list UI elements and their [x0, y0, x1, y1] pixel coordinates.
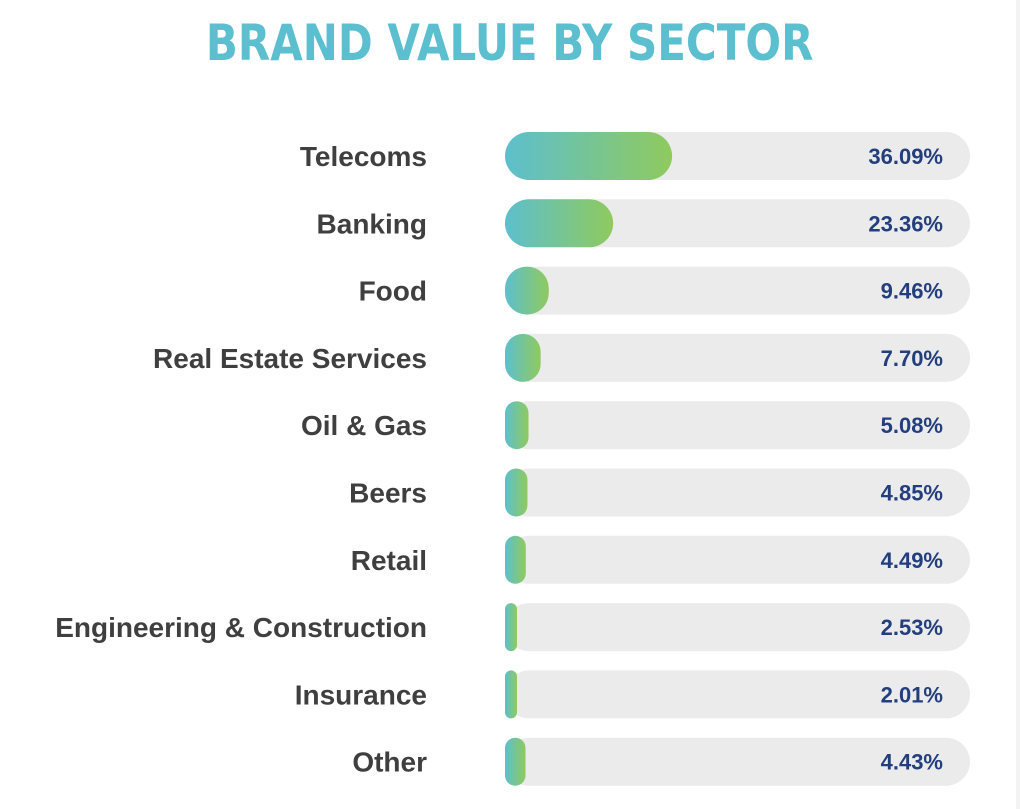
category-label: Beers	[349, 478, 427, 509]
bar	[505, 132, 673, 180]
value-label: 4.85%	[881, 481, 943, 506]
page-edge	[1016, 0, 1020, 809]
category-label: Other	[352, 747, 427, 778]
bar	[505, 333, 541, 382]
bar-track	[505, 535, 970, 584]
bar-row: Other 4.43%	[352, 737, 970, 786]
category-label: Telecoms	[300, 141, 427, 172]
bar-row: Oil & Gas 5.08%	[301, 401, 970, 450]
category-label: Retail	[351, 545, 427, 576]
bar	[505, 468, 528, 517]
bar-row: Banking 23.36%	[317, 199, 970, 248]
bar-row: Retail 4.49%	[351, 535, 970, 584]
value-label: 23.36%	[868, 211, 943, 236]
category-label: Real Estate Services	[153, 343, 427, 374]
bar-row: Food 9.46%	[359, 266, 970, 315]
bar-track	[505, 468, 970, 517]
bar-row: Real Estate Services 7.70%	[153, 333, 970, 382]
value-label: 4.49%	[881, 548, 943, 573]
bar	[505, 199, 614, 248]
bar	[505, 603, 517, 652]
bar	[505, 670, 517, 719]
bar-track	[505, 401, 970, 450]
category-label: Engineering & Construction	[55, 612, 427, 643]
bar-track	[505, 737, 970, 786]
value-label: 2.53%	[881, 615, 943, 640]
bar-row: Engineering & Construction 2.53%	[55, 603, 970, 652]
bar-row: Insurance 2.01%	[295, 670, 970, 719]
category-label: Insurance	[295, 679, 427, 710]
bar	[505, 266, 549, 315]
bar-track	[505, 670, 970, 719]
value-label: 9.46%	[881, 279, 943, 304]
category-label: Oil & Gas	[301, 410, 427, 441]
value-label: 7.70%	[881, 346, 943, 371]
chart-title: BRAND VALUE BY SECTOR	[205, 14, 814, 72]
value-label: 4.43%	[881, 750, 943, 775]
value-label: 5.08%	[881, 413, 943, 438]
bar-track	[505, 266, 970, 315]
value-label: 2.01%	[881, 682, 943, 707]
bar-track	[505, 199, 970, 248]
bar-row: Beers 4.85%	[349, 468, 970, 517]
bar-track	[505, 603, 970, 652]
value-label: 36.09%	[868, 144, 943, 169]
bar	[505, 535, 526, 584]
bar-track	[505, 333, 970, 382]
bar	[505, 401, 529, 450]
bar-row: Telecoms 36.09%	[300, 132, 970, 180]
bar	[505, 737, 526, 786]
category-label: Banking	[317, 208, 427, 239]
category-label: Food	[359, 276, 427, 307]
